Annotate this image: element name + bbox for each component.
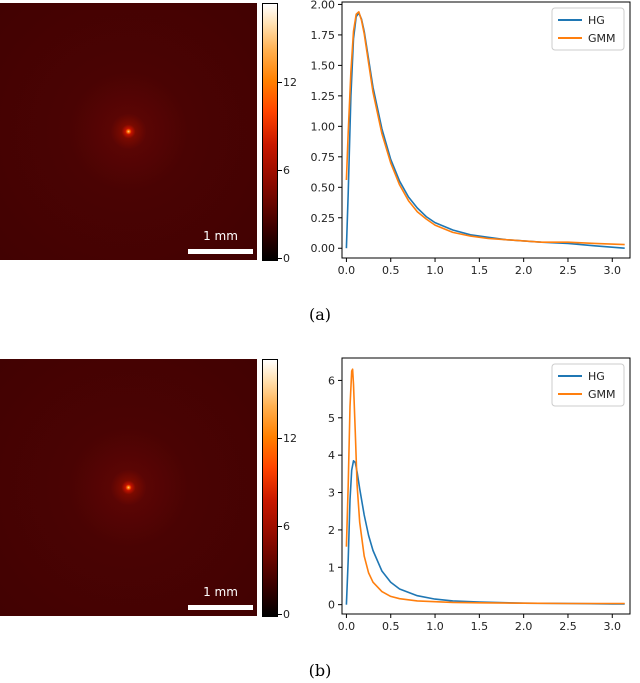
colorbar-tick — [277, 614, 282, 615]
y-tick-label: 0 — [328, 599, 335, 612]
colorbar-tick-label: 12 — [283, 432, 297, 445]
y-tick-label: 0.50 — [311, 181, 336, 194]
scalebar-label: 1 mm — [203, 229, 238, 243]
y-tick-label: 1.00 — [311, 120, 336, 133]
caption-a: (a) — [308, 305, 332, 324]
y-tick-label: 1.75 — [311, 29, 336, 42]
x-tick-label: 1.5 — [471, 620, 489, 633]
intensity-heatmap — [0, 359, 257, 616]
x-tick-label: 2.5 — [559, 620, 577, 633]
y-tick-label: 2 — [328, 524, 335, 537]
colorbar-tick — [277, 258, 282, 259]
y-tick-label: 1.25 — [311, 90, 336, 103]
x-tick-label: 1.0 — [426, 264, 444, 277]
colorbar-tick-label: 0 — [283, 252, 290, 265]
plot-frame — [341, 1, 631, 259]
colorbar-tick — [277, 82, 282, 83]
x-tick-label: 3.0 — [604, 264, 622, 277]
series-line-hg — [345, 460, 625, 605]
x-tick-label: 0.5 — [382, 620, 400, 633]
y-tick-label: 0.75 — [311, 151, 336, 164]
x-tick-label: 1.5 — [471, 264, 489, 277]
panel-b: 1 mm 0 6 12 0.0 0.5 1.0 1.5 2.0 2.5 3.0 0 1 2 3 4 5 6… — [0, 356, 640, 656]
scalebar — [188, 605, 253, 610]
series-line-gmm — [345, 11, 625, 246]
intensity-heatmap — [0, 3, 257, 260]
colorbar-tick — [277, 438, 282, 439]
colorbar-tick-label: 6 — [283, 520, 290, 533]
line-chart: 0.0 0.5 1.0 1.5 2.0 2.5 3.0 0 1 2 3 4 5 6 HG GMM — [328, 357, 631, 633]
x-tick-label: 2.0 — [515, 620, 533, 633]
colorbar-tick-label: 6 — [283, 164, 290, 177]
colorbar — [262, 359, 278, 617]
legend-label: GMM — [588, 388, 616, 401]
colorbar-tick-label: 12 — [283, 76, 297, 89]
legend — [551, 7, 625, 51]
x-tick-label: 0.5 — [382, 264, 400, 277]
panel-a: 1 mm 0 6 12 0.0 0.5 1.0 1.5 2.0 2.5 3.0 0.00 0.2… — [0, 0, 640, 300]
x-tick-label: 0.0 — [338, 620, 356, 633]
x-tick-label: 3.0 — [604, 620, 622, 633]
series-line-gmm — [345, 368, 625, 605]
y-tick-label: 5 — [328, 412, 335, 425]
y-tick-label: 0.25 — [311, 212, 336, 225]
x-tick-label: 0.0 — [338, 264, 356, 277]
line-chart: 0.0 0.5 1.0 1.5 2.0 2.5 3.0 0.00 0.25 0.50 0.75 1.0… — [311, 0, 631, 277]
scalebar — [188, 249, 253, 254]
y-tick-label: 0.00 — [311, 242, 336, 255]
x-tick-label: 1.0 — [426, 620, 444, 633]
x-tick-label: 2.0 — [515, 264, 533, 277]
y-tick-label: 1.50 — [311, 59, 336, 72]
legend-label: GMM — [588, 32, 616, 45]
caption-b: (b) — [308, 661, 332, 680]
y-tick-label: 6 — [328, 374, 335, 387]
plot-frame — [341, 357, 631, 615]
y-tick-label: 1 — [328, 561, 335, 574]
legend — [551, 363, 625, 407]
colorbar — [262, 3, 278, 261]
colorbar-tick — [277, 526, 282, 527]
colorbar-tick-label: 0 — [283, 608, 290, 621]
legend-label: HG — [588, 370, 605, 383]
x-tick-label: 2.5 — [559, 264, 577, 277]
legend-label: HG — [588, 14, 605, 27]
y-tick-label: 3 — [328, 487, 335, 500]
y-tick-label: 2.00 — [311, 0, 336, 11]
colorbar-tick — [277, 170, 282, 171]
scalebar-label: 1 mm — [203, 585, 238, 599]
y-tick-label: 4 — [328, 449, 335, 462]
